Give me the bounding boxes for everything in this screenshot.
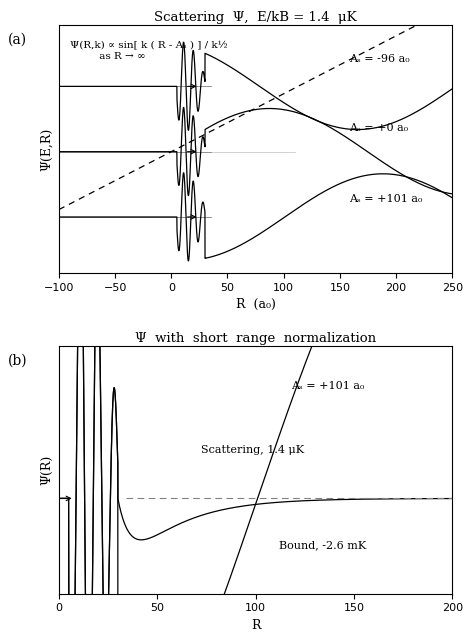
Y-axis label: Ψ(R): Ψ(R) <box>40 455 53 485</box>
Y-axis label: Ψ(E,R): Ψ(E,R) <box>40 127 53 170</box>
Text: (a): (a) <box>8 33 27 47</box>
Text: Aₛ = +101 a₀: Aₛ = +101 a₀ <box>349 194 422 204</box>
Title: Scattering  Ψ,  E/kB = 1.4  μK: Scattering Ψ, E/kB = 1.4 μK <box>154 11 357 24</box>
Text: Scattering, 1.4 μK: Scattering, 1.4 μK <box>201 445 304 455</box>
Text: (b): (b) <box>8 354 27 368</box>
Text: Bound, -2.6 mK: Bound, -2.6 mK <box>279 540 366 550</box>
Title: Ψ  with  short  range  normalization: Ψ with short range normalization <box>135 332 376 345</box>
X-axis label: R  (a₀): R (a₀) <box>236 298 275 311</box>
Text: Ψ(R,k) ∝ sin[ k ( R - Aₛ ) ] / k½
         as R → ∞: Ψ(R,k) ∝ sin[ k ( R - Aₛ ) ] / k½ as R →… <box>70 41 228 60</box>
X-axis label: R: R <box>251 619 260 632</box>
Text: Aₛ = -96 a₀: Aₛ = -96 a₀ <box>349 54 410 64</box>
Text: Aₛ = +101 a₀: Aₛ = +101 a₀ <box>291 381 365 391</box>
Text: Aₛ = +0 a₀: Aₛ = +0 a₀ <box>349 123 408 132</box>
